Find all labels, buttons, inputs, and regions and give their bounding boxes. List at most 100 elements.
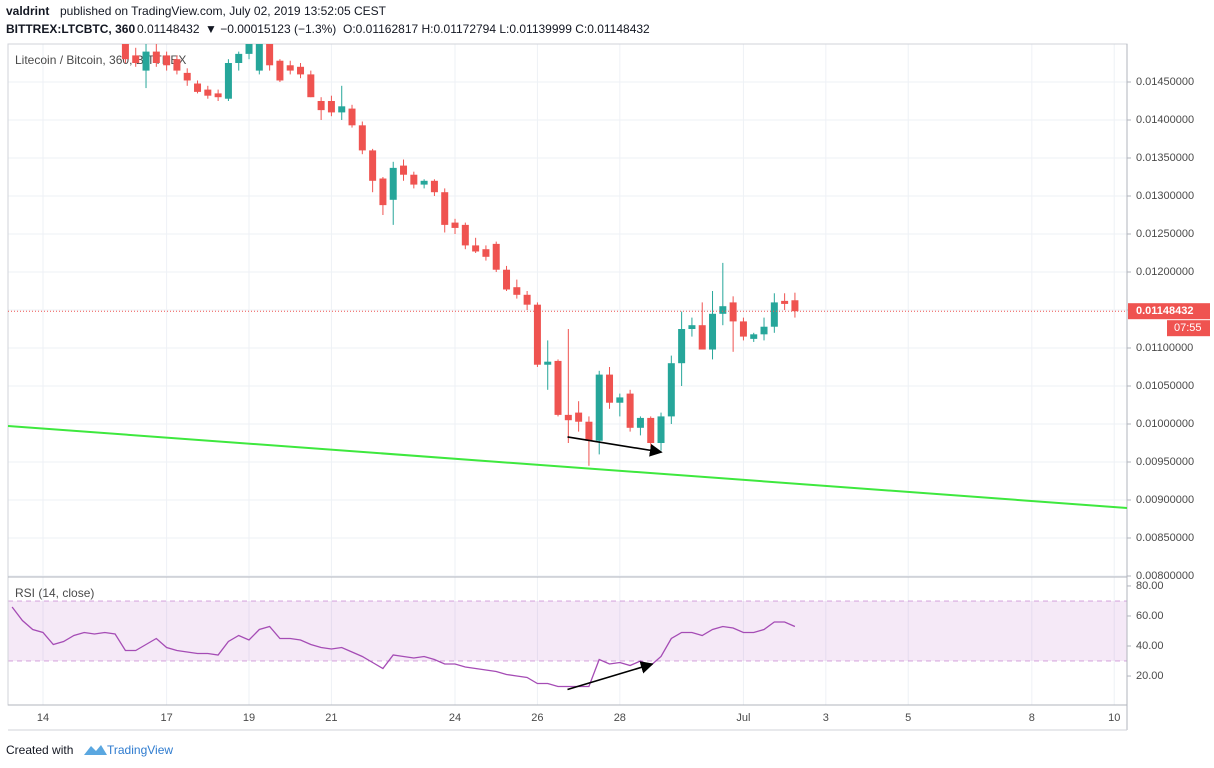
candle-body (554, 360, 562, 415)
candle-body (461, 224, 469, 246)
candle-body (430, 180, 438, 193)
candle-body (750, 334, 758, 339)
candle-body (389, 167, 397, 200)
candle-body (791, 300, 799, 312)
candle-body (688, 325, 696, 329)
candle-body (729, 302, 737, 322)
candle-body (132, 55, 140, 63)
candle-body (482, 249, 490, 257)
y-tick-label: 0.01350000 (1136, 152, 1194, 164)
rsi-legend: RSI (14, close) (15, 586, 94, 600)
y-tick-label: 0.00950000 (1136, 456, 1194, 468)
candle-body (214, 93, 222, 98)
y-tick-label: 60.00 (1136, 610, 1164, 622)
candle-body (317, 101, 325, 111)
footer-brand: TradingView (107, 743, 173, 757)
candle-body (575, 412, 583, 422)
candle-body (636, 417, 644, 428)
candle-body (338, 106, 346, 113)
brand-logo (84, 745, 107, 755)
candle-body (564, 414, 572, 421)
candles (121, 44, 799, 466)
candle-body (420, 180, 428, 185)
candle-body (152, 51, 160, 63)
candle-body (307, 74, 315, 98)
candle-body (719, 306, 727, 314)
x-tick-label: 26 (531, 712, 543, 724)
candle-body (678, 329, 686, 364)
candle-body (441, 192, 449, 225)
x-tick-label: 21 (325, 712, 337, 724)
candle-body (327, 101, 335, 113)
y-tick-label: 0.01200000 (1136, 266, 1194, 278)
y-tick-label: 0.01250000 (1136, 228, 1194, 240)
candle-body (358, 125, 366, 151)
candle-body (276, 60, 284, 81)
candle-body (235, 53, 243, 63)
candle-body (266, 44, 274, 66)
candle-body (492, 243, 500, 270)
candle-body (163, 55, 171, 66)
candle-body (204, 89, 212, 96)
candle-body (513, 287, 521, 295)
y-tick-label: 0.01100000 (1136, 342, 1193, 354)
y-tick-label: 0.00900000 (1136, 494, 1194, 506)
last-price-label: 0.01148432 (1136, 305, 1194, 317)
countdown: 07:55 (1174, 322, 1202, 334)
candle-body (348, 108, 356, 126)
candle-body (183, 72, 191, 81)
candle-body (739, 321, 747, 337)
candle-body (224, 63, 232, 99)
price: 0.01148432 (137, 22, 200, 36)
x-tick-label: 14 (37, 712, 49, 724)
y-tick-label: 0.00850000 (1136, 532, 1194, 544)
y-tick-label: 80.00 (1136, 580, 1164, 592)
x-tick-label: 8 (1029, 712, 1035, 724)
y-tick-label: 20.00 (1136, 670, 1164, 682)
candle-body (616, 397, 624, 403)
y-tick-label: 0.01450000 (1136, 76, 1194, 88)
candle-body (369, 150, 377, 181)
x-tick-label: 5 (905, 712, 911, 724)
candle-body (595, 374, 603, 441)
change: ▼ −0.00015123 (−1.3%) (205, 22, 336, 36)
candle-body (142, 51, 150, 71)
candle-body (667, 363, 675, 417)
candle-body (379, 178, 387, 206)
candle-body (533, 304, 541, 365)
candle-body (503, 269, 511, 290)
candle-body (709, 313, 717, 350)
symbol: BITTREX:LTCBTC, 360 (6, 22, 135, 36)
candle-body (472, 245, 480, 252)
candle-body (400, 165, 408, 175)
candle-body (255, 44, 263, 71)
ohlc: O:0.01162817 H:0.01172794 L:0.01139999 C… (343, 22, 650, 36)
candle-body (657, 416, 665, 443)
y-tick-label: 0.01000000 (1136, 418, 1194, 430)
y-tick-label: 0.00800000 (1136, 570, 1194, 582)
author: valdrint (6, 4, 49, 18)
annotation-arrow (567, 436, 663, 457)
x-tick-label: 3 (823, 712, 829, 724)
footer-created: Created with (6, 743, 73, 757)
candle-body (121, 44, 129, 60)
rsi-band (8, 600, 1127, 662)
published: published on TradingView.com, July 02, 2… (60, 4, 387, 18)
candle-body (297, 66, 305, 75)
candle-body (647, 417, 655, 443)
candle-body (585, 421, 593, 441)
trendline (7, 424, 1128, 509)
y-tick-label: 40.00 (1136, 640, 1164, 652)
candle-body (781, 300, 789, 304)
x-tick-label: 24 (449, 712, 461, 724)
candle-body (286, 65, 294, 71)
rsi-line (11, 606, 796, 688)
annotation-arrow (567, 661, 654, 691)
y-tick-label: 0.01400000 (1136, 114, 1194, 126)
x-tick-label: 10 (1108, 712, 1120, 724)
candle-body (698, 325, 706, 350)
price-legend: Litecoin / Bitcoin, 360, BITTREX (15, 53, 186, 67)
y-tick-label: 0.01050000 (1136, 380, 1194, 392)
candle-body (626, 393, 634, 428)
